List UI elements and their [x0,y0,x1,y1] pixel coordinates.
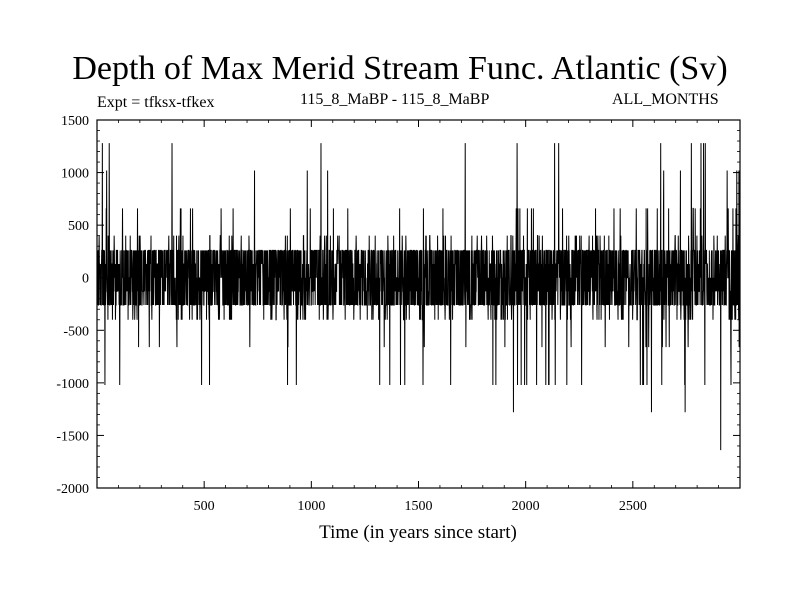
y-tick-label: 500 [68,219,89,234]
x-tick-label: 500 [194,499,215,514]
chart-title: Depth of Max Merid Stream Func. Atlantic… [72,50,728,87]
y-tick-label: 1500 [61,114,89,129]
x-tick-label: 1000 [297,499,325,514]
months-label: ALL_MONTHS [612,91,719,108]
y-tick-label: -1000 [56,377,89,392]
x-axis-label: Time (in years since start) [319,522,517,543]
y-tick-label: 0 [82,272,89,287]
x-tick-label: 1500 [405,499,433,514]
x-tick-label: 2000 [512,499,540,514]
series-line [96,143,741,451]
y-tick-label: -2000 [56,482,89,497]
run-label: 115_8_MaBP - 115_8_MaBP [300,91,490,108]
y-tick-label: -500 [63,324,89,339]
experiment-label: Expt = tfksx-tfkex [97,94,215,111]
x-tick-label: 2500 [619,499,647,514]
series-layer [96,143,741,451]
ticks-layer: 1500 1000 500 0 -500 -1000 -1500 -2000 500 1000 15… [56,114,740,514]
y-tick-label: -1500 [56,429,89,444]
y-tick-label: 1000 [61,167,89,182]
